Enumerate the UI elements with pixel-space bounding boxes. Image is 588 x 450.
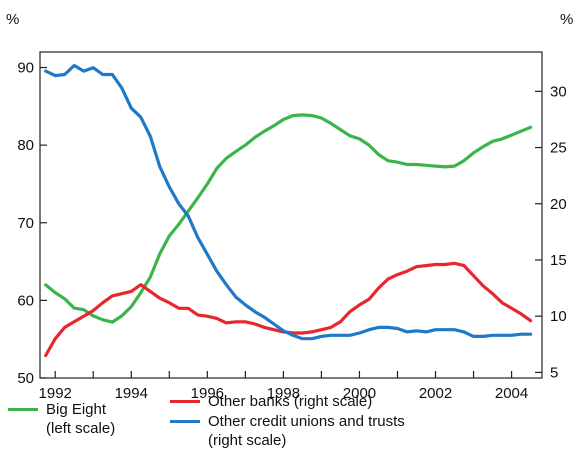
left-tick-label: 60	[17, 292, 34, 309]
right-axis-unit: %	[560, 11, 573, 28]
series-line-other-banks	[44, 261, 533, 358]
right-tick-label: 20	[550, 196, 567, 213]
right-tick-label: 5	[550, 364, 558, 381]
legend-item-big-eight: Big Eight (left scale)	[8, 400, 115, 438]
series-layer	[44, 63, 533, 358]
series-line-credit-unions	[44, 63, 533, 341]
plot-frame	[39, 51, 543, 379]
x-tick-label: 1996	[191, 385, 224, 400]
x-tick-label: 2002	[419, 385, 452, 400]
legend: Big Eight (left scale) Other banks (righ…	[0, 393, 588, 449]
legend-label-big-eight-scale: (left scale)	[46, 420, 116, 437]
right-tick-label: 30	[550, 83, 567, 100]
legend-label-big-eight: Big Eight	[46, 401, 107, 418]
left-tick-label: 90	[17, 60, 34, 77]
legend-swatch-big-eight	[8, 408, 38, 411]
right-tick-label: 15	[550, 252, 567, 269]
left-tick-label: 50	[17, 370, 34, 387]
series-line-big-eight	[44, 113, 533, 324]
ticks-layer: 50 60 70 80 90 5 10 15 20 25 30 1992 1994 1996 1998 200…	[17, 60, 566, 400]
x-tick-label: 1992	[39, 385, 72, 400]
x-tick-label: 1998	[267, 385, 300, 400]
legend-label-credit-unions: Other credit unions and trusts	[208, 413, 405, 430]
legend-item-credit-unions: Other credit unions and trusts (right sc…	[170, 412, 405, 450]
left-tick-label: 70	[17, 215, 34, 232]
legend-label-credit-unions-scale: (right scale)	[208, 432, 287, 449]
right-tick-label: 10	[550, 308, 567, 325]
left-axis-unit: %	[6, 11, 19, 28]
x-tick-label: 2004	[495, 385, 528, 400]
line-chart: % % 50 60 70 80 90 5 10 15 20 25 30 1992 1994 1996 199…	[6, 11, 573, 400]
x-tick-label: 1994	[115, 385, 148, 400]
legend-swatch-other-banks	[170, 400, 200, 403]
legend-item-other-banks: Other banks (right scale)	[170, 392, 372, 411]
legend-swatch-credit-unions	[170, 420, 200, 423]
right-tick-label: 25	[550, 140, 567, 157]
legend-label-other-banks: Other banks (right scale)	[208, 393, 373, 410]
left-tick-label: 80	[17, 137, 34, 154]
x-tick-label: 2000	[343, 385, 376, 400]
